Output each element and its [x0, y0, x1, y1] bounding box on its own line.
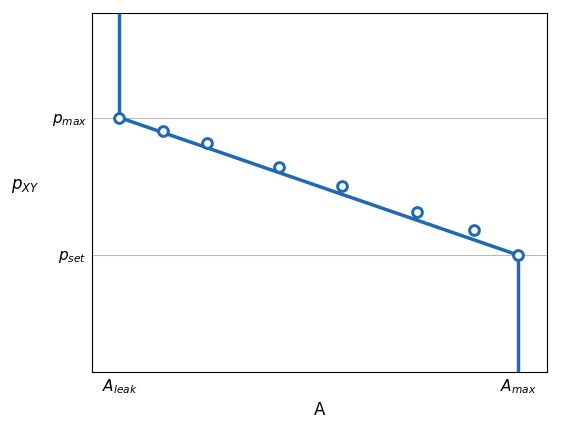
- X-axis label: A: A: [314, 401, 325, 419]
- Text: $p_{XY}$: $p_{XY}$: [12, 177, 40, 195]
